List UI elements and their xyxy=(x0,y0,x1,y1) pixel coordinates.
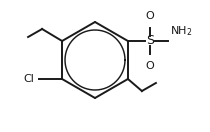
Text: Cl: Cl xyxy=(23,74,34,84)
Text: O: O xyxy=(146,11,154,21)
Text: O: O xyxy=(146,61,154,71)
Text: NH$_2$: NH$_2$ xyxy=(170,24,193,38)
Text: S: S xyxy=(146,34,154,48)
